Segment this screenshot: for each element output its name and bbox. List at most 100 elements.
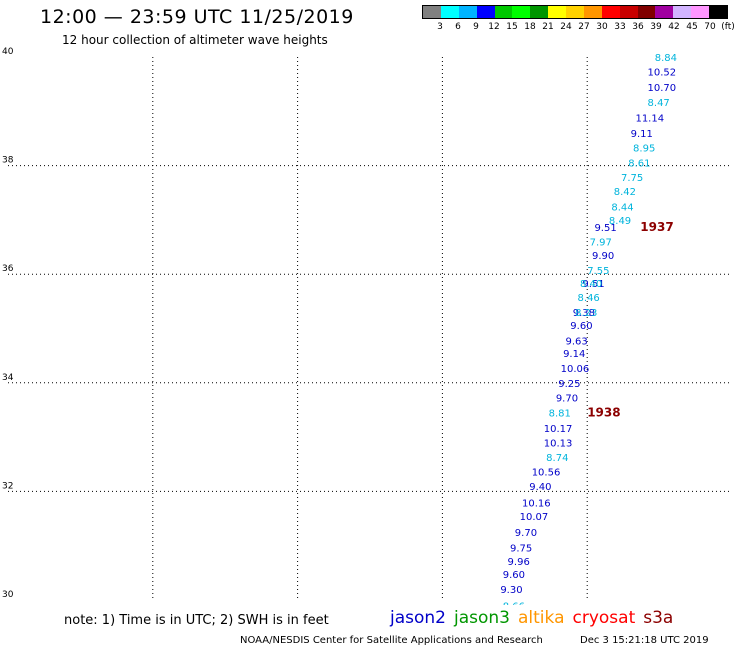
wave-height-label-jason3: 8.74 (546, 453, 568, 464)
wave-height-label-jason2: 9.63 (565, 336, 587, 347)
legend-label: 33 (614, 22, 626, 32)
legend-swatch (512, 6, 531, 18)
wave-height-label-jason3: 8.47 (648, 98, 670, 109)
grid (8, 57, 732, 600)
legend-swatch (494, 6, 513, 18)
legend-swatch (691, 6, 709, 18)
wave-height-label-jason2: 10.52 (648, 68, 677, 79)
legend-swatch (655, 6, 674, 18)
wave-height-label-jason2: 9.14 (563, 349, 585, 360)
legend-label: 6 (455, 22, 461, 32)
legend-label: 12 (488, 22, 500, 32)
legend-swatch (458, 6, 477, 18)
legend-swatch (637, 6, 656, 18)
wave-height-label-jason3: 8.84 (655, 53, 677, 64)
credit-line: NOAA/NESDIS Center for Satellite Applica… (240, 635, 543, 646)
color-scale-legend (422, 5, 728, 19)
wave-height-label-jason2: 9.30 (500, 585, 522, 596)
satellite-legend: jason2 jason3 altika cryosat s3a (390, 608, 681, 628)
wave-height-label-jason2: 9.70 (515, 528, 537, 539)
wave-height-label-jason2: 9.25 (558, 379, 580, 390)
legend-label: 36 (632, 22, 644, 32)
wave-height-label-jason2: 9.70 (556, 393, 578, 404)
axis-labels: -150-147-144-141-138-135303234363840 (2, 47, 14, 600)
legend-swatch (440, 6, 459, 18)
legend-label: 45 (686, 22, 698, 32)
footnote: note: 1) Time is in UTC; 2) SWH is in fe… (64, 613, 329, 628)
wave-height-label-jason2: 9.40 (529, 482, 551, 493)
wave-height-label-jason2: 9.90 (592, 251, 614, 262)
wave-height-label-jason2: 9.38 (573, 308, 595, 319)
y-tick-label: 38 (2, 156, 14, 166)
wave-height-label-jason2: 11.14 (635, 113, 664, 124)
legend-swatch (530, 6, 549, 18)
wave-height-label-jason3: 8.40 (580, 279, 602, 290)
wave-height-label-jason2: 9.11 (631, 129, 653, 140)
wave-height-label-jason3: 7.55 (587, 266, 609, 277)
wave-height-label-jason3: 8.44 (611, 202, 633, 213)
wave-height-label-jason2: 10.70 (648, 83, 677, 94)
satellite-name-jason2: jason2 (390, 608, 446, 628)
y-tick-label: 34 (2, 373, 14, 383)
wave-height-label-jason3: 8.81 (549, 409, 571, 420)
wave-height-label-jason3: 8.49 (609, 216, 631, 227)
wave-height-label-jason2: 10.07 (520, 512, 549, 523)
wave-height-label-jason2: 9.75 (510, 543, 532, 554)
satellite-name-altika: altika (518, 608, 565, 628)
wave-height-label-jason3: 8.66 (503, 601, 525, 605)
legend-swatch (673, 6, 692, 18)
legend-label: 39 (650, 22, 662, 32)
legend-label: 9 (473, 22, 479, 32)
legend-swatch (423, 6, 441, 18)
wave-height-label-jason3: 8.61 (628, 158, 650, 169)
legend-label: 30 (596, 22, 608, 32)
wave-height-label-jason2: 10.06 (561, 364, 590, 375)
legend-label: (ft) (721, 22, 735, 32)
legend-swatch (619, 6, 638, 18)
chart-subtitle: 12 hour collection of altimeter wave hei… (62, 33, 328, 47)
legend-label: 21 (542, 22, 554, 32)
satellite-name-jason3: jason3 (454, 608, 510, 628)
y-tick-label: 36 (2, 264, 14, 274)
wave-height-label-s3a: 1937 (640, 220, 673, 234)
wave-height-label-jason2: 9.96 (508, 557, 530, 568)
y-tick-label: 30 (2, 590, 14, 600)
legend-swatch (476, 6, 495, 18)
wave-height-label-jason2: 10.17 (544, 424, 573, 435)
wave-height-label-s3a: 1938 (587, 406, 620, 420)
legend-swatch (601, 6, 620, 18)
chart-title: 12:00 — 23:59 UTC 11/25/2019 (40, 6, 354, 28)
y-tick-label: 40 (2, 47, 14, 57)
wave-height-label-jason2: 9.60 (570, 321, 592, 332)
legend-swatch (548, 6, 566, 18)
legend-label: 42 (668, 22, 680, 32)
legend-label: 18 (524, 22, 536, 32)
color-scale-labels: 3 6 9 12 15 18 21 24 27 30 33 36 39 42 45 70 (ft) (422, 22, 740, 34)
wave-height-label-jason3: 8.95 (633, 144, 655, 155)
wave-height-label-jason3: 7.97 (590, 238, 612, 249)
wave-height-label-jason2: 10.56 (532, 467, 561, 478)
legend-swatch (709, 6, 727, 18)
wave-height-label-jason2: 10.16 (522, 498, 551, 509)
wave-height-label-jason2: 9.51 (594, 223, 616, 234)
wave-height-chart: -150-147-144-141-138-135303234363840 10.… (2, 47, 732, 605)
wave-height-label-jason3: 7.75 (621, 173, 643, 184)
wave-height-label-jason2: 10.13 (544, 439, 573, 450)
generation-timestamp: Dec 3 15:21:18 UTC 2019 (580, 635, 709, 646)
legend-label: 27 (578, 22, 590, 32)
wave-height-label-jason2: 9.60 (503, 570, 525, 581)
satellite-name-cryosat: cryosat (572, 608, 636, 628)
wave-height-label-jason3: 8.46 (578, 293, 600, 304)
legend-label: 15 (506, 22, 518, 32)
y-tick-label: 32 (2, 481, 13, 491)
legend-label: 3 (437, 22, 443, 32)
satellite-name-s3a: s3a (643, 608, 674, 628)
wave-height-points: 10.52 10.70 11.14 9.11 9.51 9.90 9.51 9.38 9.60 9… (500, 53, 677, 605)
wave-height-label-jason3: 8.42 (614, 187, 636, 198)
legend-swatch (583, 6, 602, 18)
wave-height-label-jason2: 9.51 (582, 279, 604, 290)
legend-label: 24 (560, 22, 572, 32)
legend-swatch (566, 6, 584, 18)
wave-height-label-jason3: 8.23 (575, 308, 597, 319)
legend-label: 70 (704, 22, 716, 32)
